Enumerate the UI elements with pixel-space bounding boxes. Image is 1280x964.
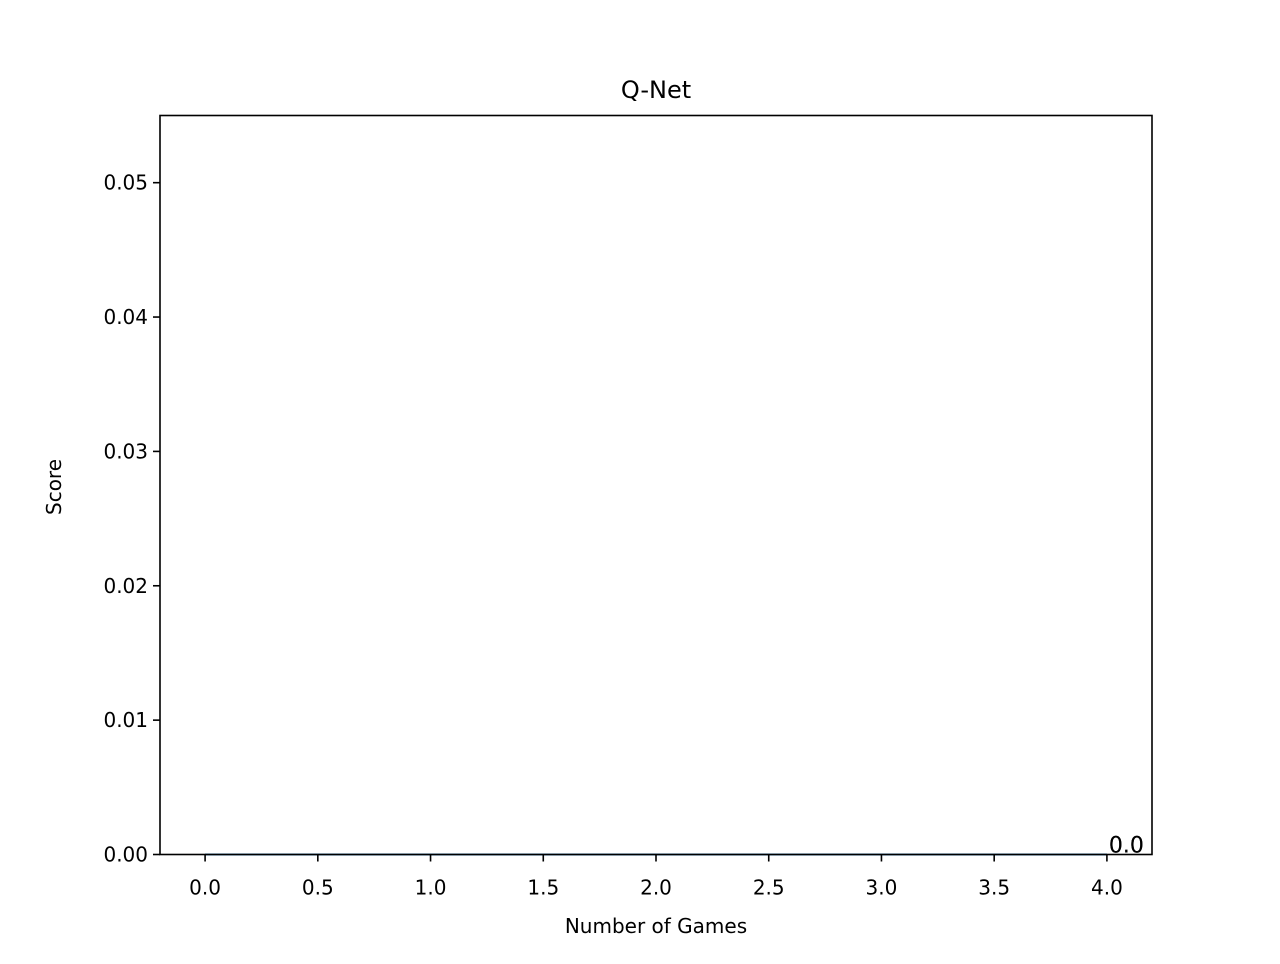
y-tick-label: 0.05 xyxy=(103,171,148,195)
y-axis-label: Score xyxy=(42,459,66,515)
y-tick-label: 0.01 xyxy=(103,708,148,732)
plot-frame xyxy=(159,114,1153,856)
x-tick-label: 3.5 xyxy=(978,876,1010,900)
chart-title: Q-Net xyxy=(621,76,691,104)
x-tick-label: 4.0 xyxy=(1091,876,1123,900)
y-tick-label: 0.04 xyxy=(103,305,148,329)
x-tick-label: 0.0 xyxy=(189,876,221,900)
x-tick-label: 0.5 xyxy=(302,876,334,900)
x-axis: 0.0 0.5 1.0 1.5 2.0 2.5 3.0 3.5 4.0 xyxy=(189,854,1123,900)
y-axis: 0.00 0.01 0.02 0.03 0.04 0.05 xyxy=(103,171,160,867)
x-tick-label: 3.0 xyxy=(866,876,898,900)
y-tick-label: 0.00 xyxy=(103,843,148,867)
x-tick-label: 2.0 xyxy=(640,876,672,900)
y-tick-label: 0.02 xyxy=(103,574,148,598)
y-tick-label: 0.03 xyxy=(103,439,148,463)
x-axis-label: Number of Games xyxy=(565,914,747,938)
x-tick-label: 1.5 xyxy=(527,876,559,900)
x-tick-label: 2.5 xyxy=(753,876,785,900)
x-tick-label: 1.0 xyxy=(415,876,447,900)
